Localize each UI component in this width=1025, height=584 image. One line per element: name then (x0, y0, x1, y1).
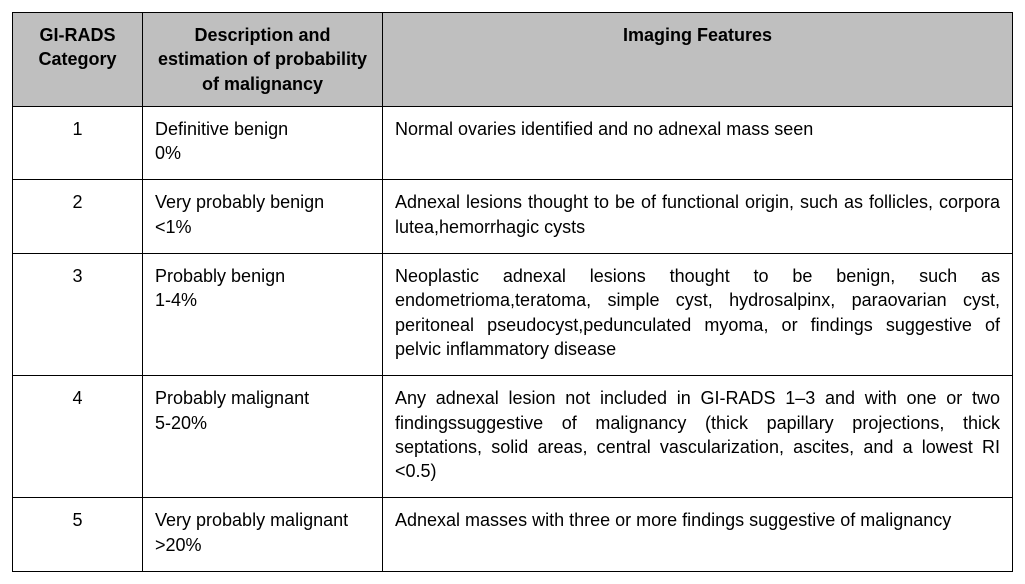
desc-pct: 0% (155, 143, 181, 163)
desc-text: Probably malignant (155, 388, 309, 408)
desc-text: Very probably malignant (155, 510, 348, 530)
col-header-category: GI-RADS Category (13, 13, 143, 107)
desc-text: Very probably benign (155, 192, 324, 212)
cell-description: Definitive benign 0% (143, 106, 383, 180)
desc-pct: >20% (155, 535, 202, 555)
cell-features: Neoplastic adnexal lesions thought to be… (383, 254, 1013, 376)
cell-category: 3 (13, 254, 143, 376)
table-row: 4 Probably malignant 5-20% Any adnexal l… (13, 376, 1013, 498)
desc-text: Definitive benign (155, 119, 288, 139)
cell-category: 1 (13, 106, 143, 180)
cell-description: Very probably benign <1% (143, 180, 383, 254)
cell-description: Probably benign 1-4% (143, 254, 383, 376)
cell-features: Any adnexal lesion not included in GI-RA… (383, 376, 1013, 498)
col-header-features: Imaging Features (383, 13, 1013, 107)
desc-text: Probably benign (155, 266, 285, 286)
desc-pct: 5-20% (155, 413, 207, 433)
table-row: 3 Probably benign 1-4% Neoplastic adnexa… (13, 254, 1013, 376)
desc-pct: 1-4% (155, 290, 197, 310)
cell-features: Normal ovaries identified and no adnexal… (383, 106, 1013, 180)
cell-features: Adnexal lesions thought to be of functio… (383, 180, 1013, 254)
cell-features: Adnexal masses with three or more findin… (383, 498, 1013, 572)
table-row: 2 Very probably benign <1% Adnexal lesio… (13, 180, 1013, 254)
gi-rads-table: GI-RADS Category Description and estimat… (12, 12, 1013, 572)
table-row: 5 Very probably malignant >20% Adnexal m… (13, 498, 1013, 572)
cell-description: Very probably malignant >20% (143, 498, 383, 572)
cell-description: Probably malignant 5-20% (143, 376, 383, 498)
table-header-row: GI-RADS Category Description and estimat… (13, 13, 1013, 107)
col-header-description: Description and estimation of probabilit… (143, 13, 383, 107)
cell-category: 2 (13, 180, 143, 254)
desc-pct: <1% (155, 217, 192, 237)
cell-category: 4 (13, 376, 143, 498)
cell-category: 5 (13, 498, 143, 572)
table-row: 1 Definitive benign 0% Normal ovaries id… (13, 106, 1013, 180)
